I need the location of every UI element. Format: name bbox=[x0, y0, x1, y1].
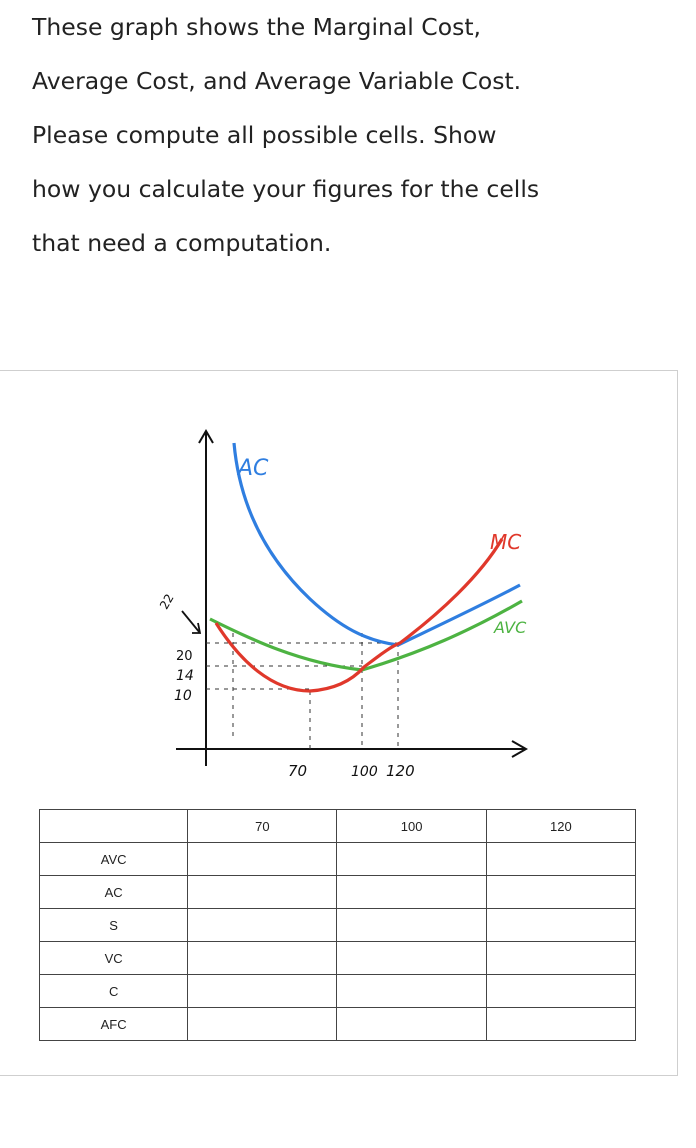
y-axis-arrow bbox=[198, 429, 214, 444]
mc-label: MC bbox=[490, 530, 521, 554]
answer-cell[interactable] bbox=[336, 974, 487, 1008]
answer-cell[interactable] bbox=[187, 908, 338, 942]
ac-label: AC bbox=[236, 456, 269, 481]
answer-cell[interactable] bbox=[336, 875, 487, 909]
y-tick-label: 22 bbox=[157, 591, 177, 611]
answer-cell[interactable] bbox=[187, 1007, 338, 1041]
answer-cell[interactable] bbox=[485, 842, 637, 876]
row-label: AVC bbox=[38, 842, 189, 876]
answer-cell[interactable] bbox=[187, 974, 338, 1008]
question-text: These graph shows the Marginal Cost, Ave… bbox=[32, 0, 672, 270]
y-tick-label: 14 bbox=[176, 668, 194, 684]
y-tick-label: 10 bbox=[174, 688, 192, 704]
answer-cell[interactable] bbox=[336, 941, 487, 975]
table-row: AVC bbox=[38, 842, 637, 876]
table-row: VC bbox=[38, 941, 637, 975]
table-header-cell: 120 bbox=[485, 809, 637, 843]
table-row: AFC bbox=[38, 1007, 637, 1041]
question-line: These graph shows the Marginal Cost, bbox=[32, 13, 482, 41]
question-line: how you calculate your figures for the c… bbox=[32, 175, 540, 203]
question-line: Please compute all possible cells. Show bbox=[32, 121, 497, 149]
x-tick-label: 120 bbox=[386, 762, 415, 780]
table-row: C bbox=[38, 974, 637, 1008]
axes bbox=[176, 429, 529, 766]
cost-curves-graph: AC MC AVC 22 20 14 10 70 100 120 bbox=[157, 429, 529, 780]
table-row: S bbox=[38, 908, 637, 942]
annotation-arrow-icon bbox=[181, 610, 202, 634]
ac-curve bbox=[232, 442, 521, 647]
row-label: S bbox=[38, 908, 189, 942]
answer-cell[interactable] bbox=[485, 875, 637, 909]
mc-curve bbox=[214, 538, 504, 693]
question-line: Average Cost, and Average Variable Cost. bbox=[32, 67, 522, 95]
question-line: that need a computation. bbox=[32, 229, 332, 257]
table-header-cell bbox=[38, 809, 189, 843]
answer-cell[interactable] bbox=[485, 1007, 637, 1041]
x-axis-arrow bbox=[511, 740, 529, 758]
row-label: AFC bbox=[38, 1007, 189, 1041]
x-tick-label: 70 bbox=[288, 762, 307, 780]
answer-cell[interactable] bbox=[485, 908, 637, 942]
row-label: VC bbox=[38, 941, 189, 975]
answer-cell[interactable] bbox=[336, 908, 487, 942]
answer-cell[interactable] bbox=[336, 1007, 487, 1041]
answer-table: 70 100 120 AVC AC S VC C bbox=[38, 809, 637, 1041]
answer-cell[interactable] bbox=[187, 875, 338, 909]
answer-cell[interactable] bbox=[485, 941, 637, 975]
row-label: C bbox=[38, 974, 189, 1008]
row-label: AC bbox=[38, 875, 189, 909]
y-tick-label: 20 bbox=[176, 649, 193, 664]
question-panel: AC MC AVC 22 20 14 10 70 100 120 70 100 … bbox=[0, 370, 678, 1076]
table-header-row: 70 100 120 bbox=[38, 809, 637, 843]
x-tick-label: 100 bbox=[351, 764, 378, 780]
answer-cell[interactable] bbox=[336, 842, 487, 876]
answer-cell[interactable] bbox=[485, 974, 637, 1008]
answer-cell[interactable] bbox=[187, 842, 338, 876]
avc-label: AVC bbox=[493, 618, 527, 637]
table-row: AC bbox=[38, 875, 637, 909]
table-header-cell: 100 bbox=[336, 809, 487, 843]
table-header-cell: 70 bbox=[187, 809, 338, 843]
answer-cell[interactable] bbox=[187, 941, 338, 975]
